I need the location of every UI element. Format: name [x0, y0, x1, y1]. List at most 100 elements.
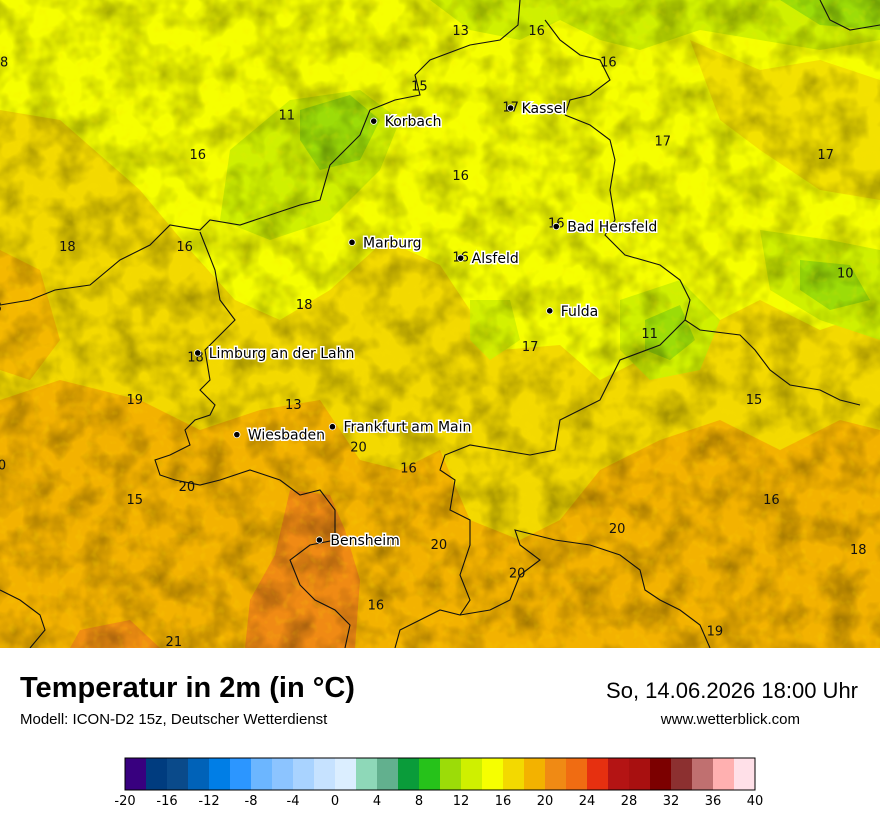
city-dot	[457, 254, 465, 262]
legend-tick: 20	[537, 794, 554, 809]
city-dot	[348, 238, 356, 246]
legend-tick: 32	[663, 794, 680, 809]
legend-tick: -20	[114, 794, 135, 809]
city-dot	[546, 307, 554, 315]
city-marburg[interactable]: Marburg	[348, 234, 423, 253]
temp-value: 19	[707, 625, 724, 640]
legend-swatch	[230, 758, 252, 790]
city-wiesbaden[interactable]: Wiesbaden	[233, 426, 327, 445]
legend-swatch	[650, 758, 672, 790]
legend-tick: 36	[705, 794, 722, 809]
map-svg: 1316181615171116171716161816161018181117…	[0, 0, 880, 648]
legend-swatch	[146, 758, 168, 790]
temp-value: 16	[600, 56, 617, 71]
temp-value: 17	[654, 135, 671, 150]
city-label: Fulda	[561, 304, 599, 320]
legend-tick: -8	[245, 794, 258, 809]
border-sw-corner	[0, 589, 46, 648]
legend-frame	[124, 757, 756, 791]
legend-swatch	[713, 758, 735, 790]
website-link[interactable]: www.wetterblick.com	[660, 711, 800, 728]
city-label: Marburg	[363, 235, 422, 251]
temperature-field	[0, 0, 880, 648]
legend-swatch	[587, 758, 609, 790]
temp-value: 18	[59, 240, 76, 255]
city-label: Bad Hersfeld	[567, 220, 657, 236]
legend-swatch	[356, 758, 378, 790]
border-hesse-thueringen	[564, 114, 861, 406]
temp-value: 18	[296, 298, 313, 313]
border-hesse-nrw	[0, 0, 521, 306]
city-dot	[194, 349, 202, 357]
legend-swatch	[167, 758, 189, 790]
city-korbach[interactable]: Korbach	[370, 113, 443, 132]
temp-value: 19	[126, 393, 143, 408]
state-borders	[0, 0, 880, 648]
border-hesse-niedersachsen	[544, 19, 611, 116]
legend-tick: 8	[415, 794, 423, 809]
city-dot	[315, 536, 324, 544]
border-hesse-bayern	[394, 319, 686, 648]
legend-swatch	[440, 758, 462, 790]
temp-value: 16	[400, 461, 417, 476]
legend-tick: -12	[198, 794, 219, 809]
legend-swatch	[524, 758, 546, 790]
legend-swatch	[566, 758, 588, 790]
city-alsfeld[interactable]: Alsfeld	[457, 250, 520, 269]
city-dot	[328, 423, 337, 431]
legend-swatch	[314, 758, 336, 790]
city-label: Frankfurt am Main	[343, 420, 471, 436]
temp-value: 16	[368, 598, 385, 613]
city-markers: Kassel Korbach Bad Hersfeld Marburg Alsfeld F…	[194, 100, 659, 551]
city-dot	[233, 431, 241, 439]
map-title: Temperatur in 2m (in °C)	[20, 672, 355, 704]
city-label: Korbach	[385, 114, 442, 130]
city-dot	[552, 222, 560, 231]
texture-grain	[0, 0, 880, 648]
footer: Temperatur in 2m (in °C) Modell: ICON-D2…	[0, 648, 880, 830]
temp-value: 17	[817, 148, 834, 163]
legend-tick: 4	[373, 794, 381, 809]
city-label: Alsfeld	[472, 251, 519, 267]
color-legend: -20 -16 -12 -8 -4 0 4 8 12 16 20 24 28 32 36 40	[114, 757, 764, 809]
temp-value: 16	[189, 148, 206, 163]
temperature-map[interactable]: 1316181615171116171716161816161018181117…	[0, 0, 880, 648]
temp-value: 20	[609, 522, 626, 537]
city-label: Bensheim	[330, 533, 399, 549]
temp-value: 11	[279, 108, 296, 123]
city-frankfurt-am-main[interactable]: Frankfurt am Main	[328, 418, 473, 437]
city-dot	[507, 104, 515, 112]
legend-swatch	[503, 758, 525, 790]
city-label: Limburg an der Lahn	[209, 346, 355, 362]
city-dot	[370, 117, 378, 125]
temp-value: 16	[176, 240, 193, 255]
temp-value: 15	[746, 393, 763, 408]
temp-value: 20	[350, 440, 367, 455]
legend-swatch	[209, 758, 231, 790]
legend-tick: 40	[747, 794, 764, 809]
temp-value: 13	[285, 398, 302, 413]
temp-value: 16	[528, 24, 545, 39]
legend-swatch	[734, 758, 756, 790]
legend-tick: 16	[495, 794, 512, 809]
legend-swatch	[461, 758, 483, 790]
legend-swatch	[293, 758, 315, 790]
city-fulda[interactable]: Fulda	[546, 302, 600, 321]
legend-tick: -16	[156, 794, 177, 809]
legend-tick: 0	[331, 794, 339, 809]
legend-swatch	[272, 758, 294, 790]
legend-tick: 12	[453, 794, 470, 809]
city-bensheim[interactable]: Bensheim	[315, 532, 401, 551]
temp-value: 15	[126, 493, 143, 508]
temp-value: 20	[431, 538, 448, 553]
legend-swatch	[251, 758, 273, 790]
legend-tick: 24	[579, 794, 596, 809]
city-limburg-an-der-lahn[interactable]: Limburg an der Lahn	[194, 344, 356, 363]
temp-value: 11	[641, 327, 658, 342]
city-kassel[interactable]: Kassel	[507, 100, 568, 119]
city-label: Kassel	[522, 101, 567, 117]
legend-swatch	[671, 758, 693, 790]
border-hesse-bw	[459, 529, 711, 648]
city-bad-hersfeld[interactable]: Bad Hersfeld	[552, 218, 659, 237]
temp-value: 20	[179, 480, 196, 495]
